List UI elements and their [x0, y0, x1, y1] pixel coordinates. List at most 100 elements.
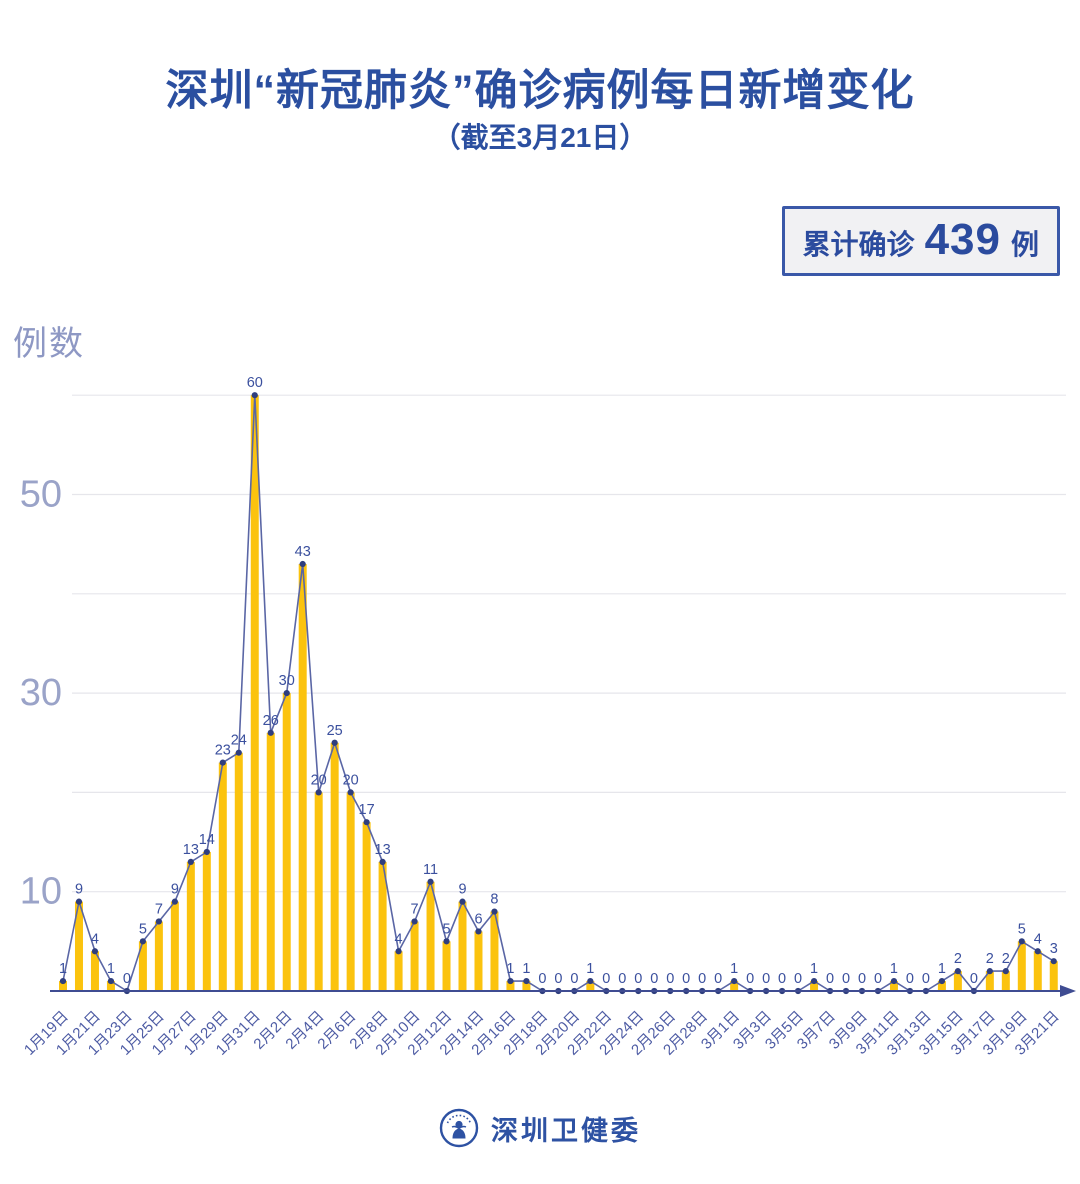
value-label: 4: [91, 931, 99, 947]
data-point-marker: [347, 789, 354, 796]
value-label: 9: [458, 882, 466, 898]
value-label: 0: [746, 971, 754, 987]
data-point-marker: [986, 968, 993, 975]
bar: [234, 752, 243, 991]
data-point-marker: [139, 938, 146, 945]
data-point-marker: [59, 977, 67, 985]
value-label: 9: [75, 882, 83, 898]
data-point-marker: [507, 977, 514, 985]
value-label: 0: [906, 971, 914, 987]
bar: [730, 981, 739, 991]
data-point-marker: [187, 858, 194, 866]
value-label: 2: [986, 951, 994, 967]
value-label: 0: [618, 971, 626, 987]
bar: [458, 901, 467, 991]
bar: [442, 941, 451, 991]
value-label: 1: [522, 961, 530, 977]
y-axis-title: 例数: [13, 325, 85, 363]
page-title: 深圳“新冠肺炎”确诊病例每日新增变化: [165, 67, 915, 115]
bar: [202, 851, 211, 991]
value-label: 26: [263, 713, 279, 729]
value-label: 0: [682, 971, 690, 987]
bar: [953, 971, 962, 991]
bar: [586, 981, 595, 991]
value-label: 0: [842, 971, 850, 987]
shenzhen-health-commission-logo-icon: [439, 1108, 479, 1148]
bar: [282, 693, 291, 991]
value-label: 1: [730, 961, 738, 977]
value-label: 0: [123, 971, 131, 987]
data-point-marker: [395, 948, 402, 955]
badge-prefix-label: 累计确诊: [802, 229, 915, 260]
bar: [394, 951, 403, 991]
value-label: 1: [586, 961, 594, 977]
value-label: 0: [778, 971, 786, 987]
value-label: 0: [858, 971, 866, 987]
value-label: 0: [714, 971, 722, 987]
value-label: 0: [602, 971, 610, 987]
data-point-marker: [954, 968, 961, 975]
data-point-marker: [491, 908, 498, 915]
value-label: 0: [666, 971, 674, 987]
data-point-marker: [587, 977, 594, 985]
data-point-marker: [1034, 948, 1041, 955]
page-subtitle: （截至3月21日）: [432, 122, 648, 153]
value-label: 14: [199, 832, 215, 848]
value-label: 8: [490, 892, 498, 908]
value-label: 2: [1002, 951, 1010, 967]
bar: [138, 941, 147, 991]
data-point-marker: [1018, 938, 1025, 945]
footer: 深圳卫健委: [0, 1108, 1080, 1148]
data-point-marker: [810, 977, 818, 985]
bar: [346, 792, 355, 991]
data-point-marker: [267, 729, 274, 736]
value-label: 0: [538, 971, 546, 987]
value-label: 0: [970, 971, 978, 987]
data-point-marker: [283, 690, 290, 697]
value-label: 0: [634, 971, 642, 987]
value-label: 4: [1034, 931, 1042, 947]
x-axis-arrow-icon: [1060, 985, 1076, 997]
value-label: 5: [1018, 921, 1026, 937]
bar: [1033, 951, 1042, 991]
value-label: 13: [375, 842, 391, 858]
bar: [106, 981, 115, 991]
bar: [266, 732, 275, 991]
bar: [810, 981, 819, 991]
footer-org-name: 深圳卫健委: [491, 1115, 641, 1146]
data-point-marker: [443, 938, 450, 945]
value-label: 9: [171, 882, 179, 898]
data-point-marker: [171, 898, 178, 905]
value-label: 25: [327, 723, 343, 739]
value-label: 0: [570, 971, 578, 987]
data-point-marker: [75, 898, 83, 905]
value-label: 3: [1050, 941, 1058, 957]
data-point-marker: [363, 819, 370, 826]
badge-unit-label: 例: [1010, 229, 1039, 260]
bar: [426, 881, 435, 991]
data-point-marker: [411, 918, 418, 925]
data-point-marker: [155, 918, 162, 925]
value-label: 0: [762, 971, 770, 987]
value-label: 5: [139, 921, 147, 937]
bar: [937, 981, 946, 991]
y-tick-label: 50: [20, 474, 62, 516]
value-label: 1: [810, 961, 818, 977]
bar: [378, 861, 387, 991]
data-point-marker: [1050, 958, 1057, 965]
value-label: 0: [826, 971, 834, 987]
value-label: 13: [183, 842, 199, 858]
value-label: 20: [311, 772, 327, 788]
bar: [522, 981, 531, 991]
data-point-marker: [219, 759, 226, 766]
bar: [985, 971, 994, 991]
value-label: 7: [411, 901, 419, 917]
value-label: 0: [874, 971, 882, 987]
data-point-marker: [427, 878, 434, 885]
value-label: 0: [650, 971, 658, 987]
bar: [170, 901, 179, 991]
data-point-marker: [938, 977, 946, 985]
data-point-marker: [1002, 968, 1009, 975]
bar: [218, 762, 227, 991]
value-label: 0: [698, 971, 706, 987]
